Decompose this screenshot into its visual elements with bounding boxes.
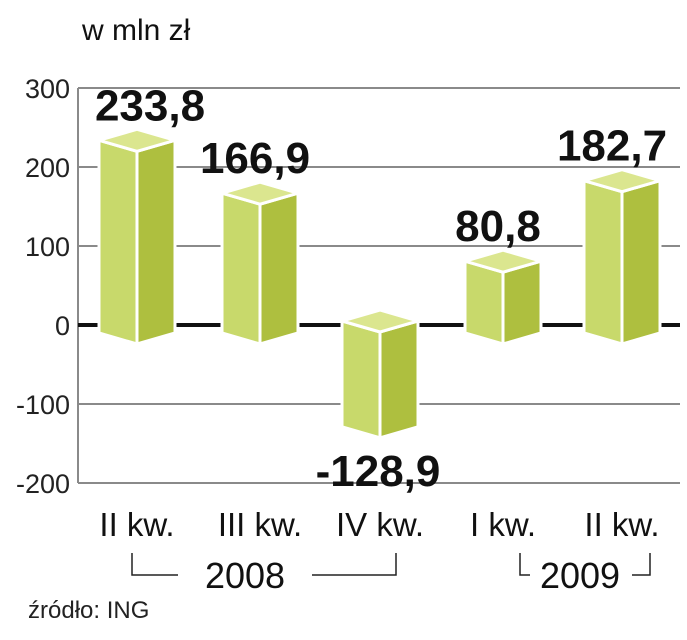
bar-front-face [340,319,382,440]
data-label: 80,8 [455,202,541,251]
bar-top-face [459,248,547,274]
year-bracket [312,553,397,576]
bar-top-face [336,308,424,334]
data-label: 166,9 [200,134,310,183]
bar [93,127,181,346]
data-label: 233,8 [95,81,205,130]
year-bracket [131,553,178,576]
bar-front-face [582,178,624,346]
bar [578,168,666,346]
year-label: 2008 [205,555,285,596]
bar [216,180,304,346]
data-label: 182,7 [557,122,667,171]
bar [336,308,424,440]
bar-side-face [135,138,177,346]
y-tick-label: 300 [25,74,70,104]
x-tick-label: II kw. [99,506,174,543]
year-bracket [632,553,651,576]
bar-front-face [97,138,139,346]
y-tick-label: 200 [25,153,70,183]
bar [459,248,547,346]
unit-label: w mln zł [81,14,191,47]
bar-side-face [258,191,300,346]
x-tick-label: III kw. [218,506,302,543]
bar-top-face [578,168,666,194]
bar-side-face [378,319,420,440]
bar-front-face [220,191,262,346]
x-tick-label: IV kw. [336,506,424,543]
bar-top-face [93,127,181,153]
y-tick-label: 100 [25,232,70,262]
y-tick-label: -200 [16,469,70,499]
year-label: 2009 [540,555,620,596]
source-note: źródło: ING [28,597,149,624]
bar-side-face [501,259,543,346]
y-tick-label: 0 [55,311,70,341]
bar-side-face [620,178,662,346]
bar-top-face [216,180,304,206]
x-tick-label: I kw. [470,506,536,543]
bar-front-face [463,259,505,346]
y-tick-label: -100 [16,390,70,420]
year-bracket [519,553,530,576]
data-label: -128,9 [316,447,441,496]
x-tick-label: II kw. [584,506,659,543]
